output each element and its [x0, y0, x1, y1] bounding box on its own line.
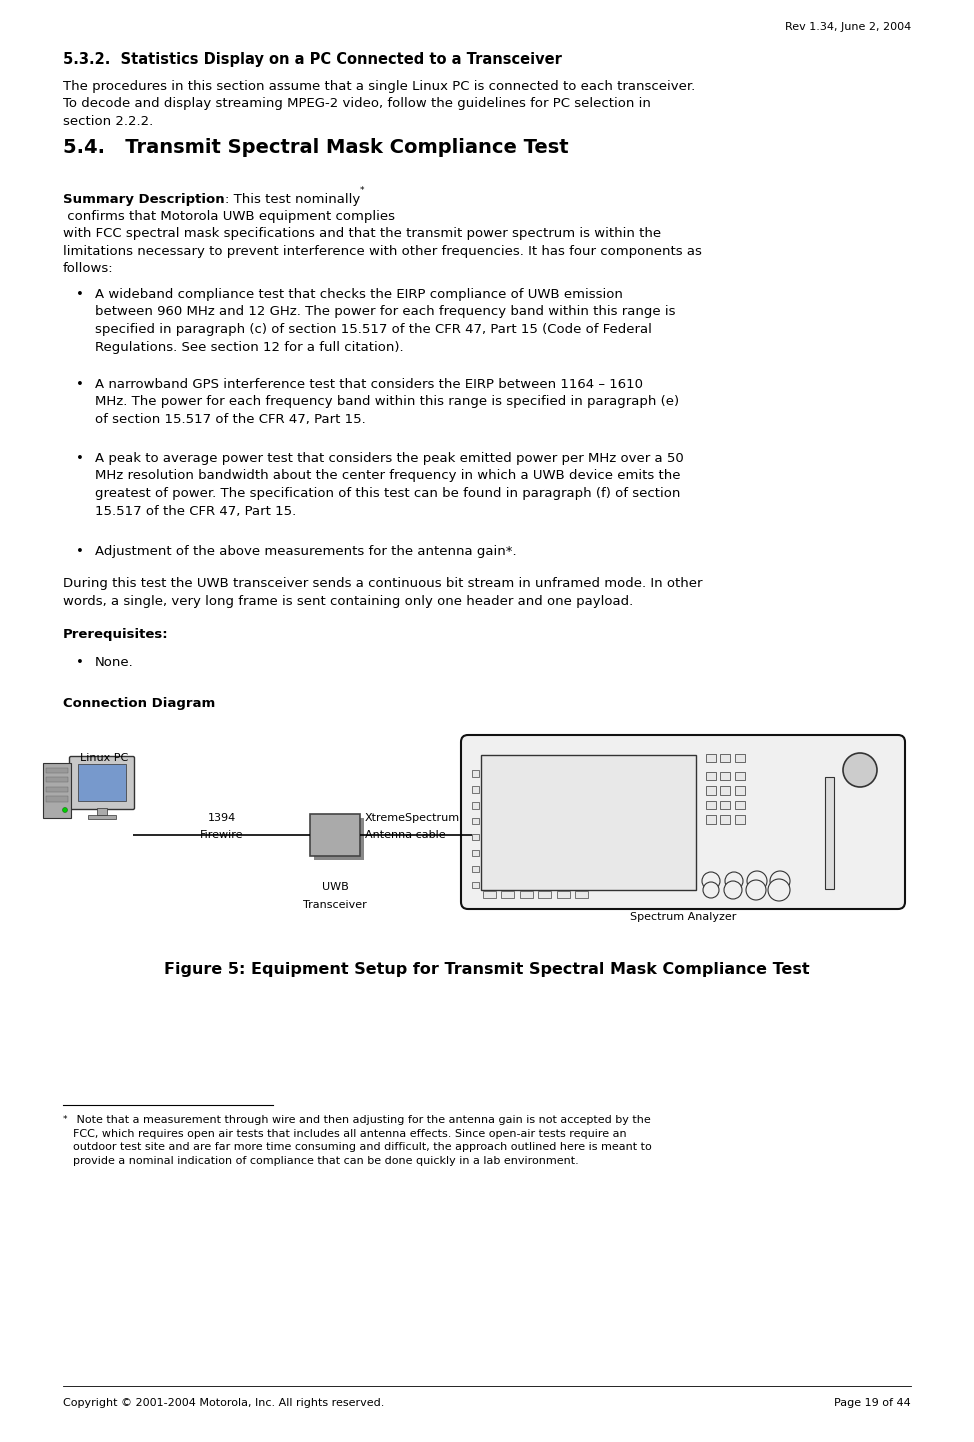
Text: Rev 1.34, June 2, 2004: Rev 1.34, June 2, 2004: [785, 22, 911, 32]
Text: Antenna cable: Antenna cable: [365, 831, 446, 841]
Bar: [472, 833, 478, 841]
Bar: [472, 802, 478, 809]
Bar: [706, 786, 716, 795]
Bar: [706, 800, 716, 809]
Text: Connection Diagram: Connection Diagram: [63, 696, 215, 709]
Bar: [539, 891, 551, 898]
Bar: [721, 815, 730, 823]
Text: The procedures in this section assume that a single Linux PC is connected to eac: The procedures in this section assume th…: [63, 79, 695, 128]
Bar: [472, 786, 478, 793]
Bar: [557, 891, 570, 898]
Bar: [502, 891, 514, 898]
Text: 1394: 1394: [207, 813, 236, 823]
Text: Figure 5: Equipment Setup for Transmit Spectral Mask Compliance Test: Figure 5: Equipment Setup for Transmit S…: [165, 962, 809, 978]
Bar: [43, 763, 71, 818]
Circle shape: [724, 881, 742, 898]
Text: Firewire: Firewire: [200, 831, 244, 841]
Circle shape: [703, 883, 719, 898]
Bar: [472, 818, 478, 825]
Text: Linux PC: Linux PC: [80, 753, 129, 763]
Text: •: •: [76, 378, 84, 391]
Bar: [825, 777, 834, 890]
Bar: [314, 818, 364, 859]
Bar: [472, 881, 478, 888]
Bar: [706, 771, 716, 780]
Text: Prerequisites:: Prerequisites:: [63, 629, 169, 642]
Circle shape: [725, 872, 743, 890]
Text: •: •: [76, 288, 84, 301]
Bar: [88, 815, 116, 819]
Text: 5.3.2.  Statistics Display on a PC Connected to a Transceiver: 5.3.2. Statistics Display on a PC Connec…: [63, 52, 562, 66]
Bar: [735, 815, 745, 823]
Bar: [735, 786, 745, 795]
Circle shape: [843, 753, 877, 787]
Bar: [310, 813, 360, 857]
Text: *: *: [63, 1115, 67, 1123]
Bar: [481, 756, 696, 890]
Bar: [735, 754, 745, 761]
Bar: [576, 891, 588, 898]
FancyBboxPatch shape: [69, 757, 134, 809]
Circle shape: [62, 808, 67, 812]
FancyBboxPatch shape: [461, 735, 905, 908]
Text: During this test the UWB transceiver sends a continuous bit stream in unframed m: During this test the UWB transceiver sen…: [63, 577, 702, 607]
Circle shape: [746, 880, 766, 900]
Bar: [472, 849, 478, 857]
Text: UWB: UWB: [321, 883, 349, 893]
Bar: [706, 815, 716, 823]
Bar: [520, 891, 533, 898]
Bar: [46, 767, 68, 773]
Bar: [721, 754, 730, 761]
Bar: [46, 786, 68, 792]
Text: *: *: [359, 186, 364, 195]
Bar: [735, 771, 745, 780]
Bar: [472, 770, 478, 777]
Bar: [735, 800, 745, 809]
Circle shape: [768, 880, 790, 901]
Bar: [46, 796, 68, 802]
Bar: [706, 754, 716, 761]
Bar: [46, 777, 68, 783]
Text: Spectrum Analyzer: Spectrum Analyzer: [630, 911, 736, 921]
Text: None.: None.: [95, 656, 133, 669]
Text: •: •: [76, 545, 84, 558]
Text: •: •: [76, 656, 84, 669]
Text: •: •: [76, 451, 84, 464]
Text: Note that a measurement through wire and then adjusting for the antenna gain is : Note that a measurement through wire and…: [73, 1115, 652, 1165]
Text: : This test nominally: : This test nominally: [225, 193, 359, 206]
Text: XtremeSpectrum: XtremeSpectrum: [365, 813, 460, 823]
Bar: [97, 808, 107, 815]
Text: 5.4.   Transmit Spectral Mask Compliance Test: 5.4. Transmit Spectral Mask Compliance T…: [63, 138, 569, 157]
Bar: [472, 865, 478, 872]
Text: A narrowband GPS interference test that considers the EIRP between 1164 – 1610
M: A narrowband GPS interference test that …: [95, 378, 679, 425]
Circle shape: [747, 871, 767, 891]
Text: Adjustment of the above measurements for the antenna gain*.: Adjustment of the above measurements for…: [95, 545, 516, 558]
Text: Transceiver: Transceiver: [303, 900, 367, 910]
Text: Page 19 of 44: Page 19 of 44: [835, 1397, 911, 1407]
Bar: [78, 764, 126, 800]
Circle shape: [770, 871, 790, 891]
Text: Summary Description: Summary Description: [63, 193, 225, 206]
Text: Copyright © 2001-2004 Motorola, Inc. All rights reserved.: Copyright © 2001-2004 Motorola, Inc. All…: [63, 1397, 385, 1407]
Bar: [483, 891, 496, 898]
Bar: [721, 771, 730, 780]
Bar: [721, 786, 730, 795]
Circle shape: [702, 872, 720, 890]
Text: confirms that Motorola UWB equipment complies
with FCC spectral mask specificati: confirms that Motorola UWB equipment com…: [63, 211, 702, 275]
Bar: [721, 800, 730, 809]
Text: A wideband compliance test that checks the EIRP compliance of UWB emission
betwe: A wideband compliance test that checks t…: [95, 288, 676, 353]
Text: A peak to average power test that considers the peak emitted power per MHz over : A peak to average power test that consid…: [95, 451, 684, 518]
